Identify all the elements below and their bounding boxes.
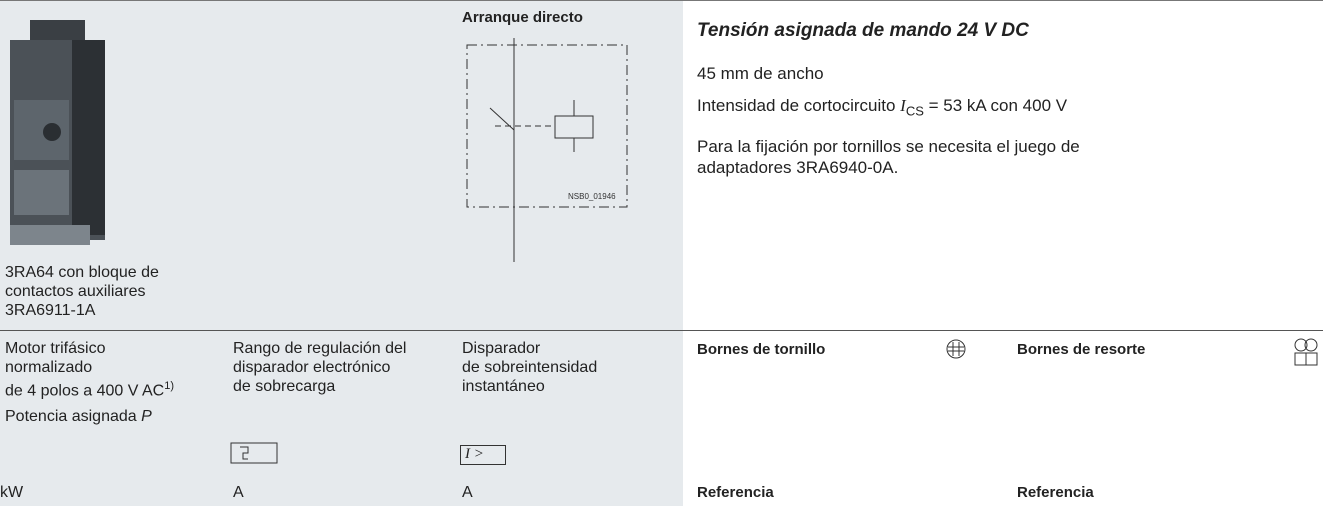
desc-title: Tensión asignada de mando 24 V DC <box>697 20 1029 41</box>
footnote: 1) <box>164 380 175 392</box>
text: Potencia asignada <box>5 408 142 426</box>
symbol: I <box>900 96 906 115</box>
header-line: de sobreintensidad <box>462 359 598 376</box>
header-line: de sobrecarga <box>233 378 336 395</box>
unit: Referencia <box>697 484 774 501</box>
col-header: Rango de regulación del disparador electr… <box>233 339 406 396</box>
diagram-code: NSB0_01946 <box>568 192 616 201</box>
col-header: Disparador de sobreintensidad instantáneo <box>462 339 597 396</box>
caption-line: 3RA6911-1A <box>5 302 96 319</box>
header-sub: Potencia asignada P <box>5 407 174 426</box>
desc-width: 45 mm de ancho <box>697 64 824 83</box>
caption-line: contactos auxiliares <box>5 283 146 300</box>
desc-note: Para la fijación por tornillos se necesi… <box>697 136 1080 178</box>
rule-top <box>0 0 1323 1</box>
text: Intensidad de cortocircuito <box>697 96 901 115</box>
text: = 53 kA con 400 V <box>923 96 1068 115</box>
unit: A <box>233 484 244 501</box>
diagram-title: Arranque directo <box>462 9 583 26</box>
overload-symbol <box>230 442 278 464</box>
caption-line: 3RA64 con bloque de <box>5 264 159 281</box>
spring-icon <box>1294 338 1318 366</box>
device-photo <box>10 20 105 245</box>
header-line: Disparador <box>462 340 541 357</box>
subscript: CS <box>905 103 924 119</box>
header-line: instantáneo <box>462 378 545 395</box>
header-line: disparador electrónico <box>233 359 391 376</box>
unit: A <box>462 484 473 501</box>
gray-panel <box>0 0 683 506</box>
header-line: normalizado <box>5 359 93 376</box>
rule-mid <box>0 330 1323 331</box>
figures: NSB0_01946 <box>10 20 628 262</box>
col-header: Motor trifásico normalizado de 4 polos a 4… <box>5 339 174 426</box>
caption: 3RA64 con bloque de contactos auxiliares 3… <box>5 263 159 320</box>
circuit-diagram <box>466 38 628 262</box>
col-header: Bornes de resorte <box>1017 341 1146 358</box>
note-line: adaptadores 3RA6940-0A. <box>697 158 899 177</box>
text: de 4 polos a 400 V AC <box>5 382 165 400</box>
note-line: Para la fijación por tornillos se necesi… <box>697 137 1080 156</box>
symbol: P <box>141 408 152 426</box>
instant-symbol: I > <box>460 445 506 465</box>
unit: kW <box>0 484 24 501</box>
col-header: Bornes de tornillo <box>697 341 826 358</box>
screw-icon <box>946 339 966 359</box>
unit: Referencia <box>1017 484 1094 501</box>
header-line: de 4 polos a 400 V AC1) <box>5 377 174 400</box>
header-line: Rango de regulación del <box>233 340 407 357</box>
header-line: Motor trifásico <box>5 340 106 357</box>
desc-current: Intensidad de cortocircuito ICS = 53 kA … <box>697 96 1067 118</box>
